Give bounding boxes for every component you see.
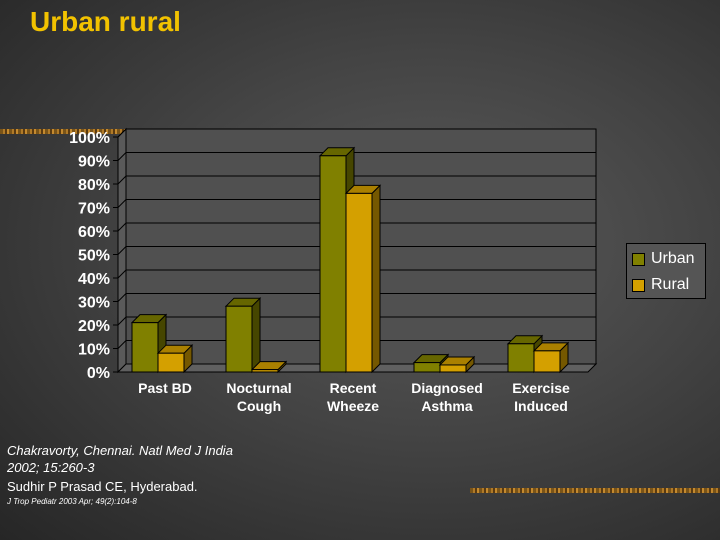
y-tick-label: 80% <box>78 177 110 194</box>
legend-label-urban: Urban <box>651 250 695 267</box>
gridline-side <box>117 152 127 161</box>
legend-swatch-urban <box>632 252 645 266</box>
y-tick-label: 30% <box>78 295 110 312</box>
bar-rural-0 <box>156 343 194 374</box>
y-tick-label: 40% <box>78 271 110 288</box>
gridline-side <box>117 269 127 279</box>
gridline-side <box>117 246 127 255</box>
x-tick-label: Recent <box>330 380 377 396</box>
x-tick-label: Asthma <box>421 398 473 414</box>
y-tick-label: 100% <box>69 130 110 147</box>
y-tick-label: 0% <box>87 365 110 382</box>
y-tick-label: 70% <box>78 201 110 218</box>
y-tick-label: 20% <box>78 318 110 335</box>
chart-title: Urban rural <box>30 6 181 37</box>
x-tick-label: Diagnosed <box>411 380 483 396</box>
bar-rural-1 <box>250 360 288 374</box>
x-tick-label: Cough <box>237 398 281 414</box>
y-tick-label: 10% <box>78 342 110 359</box>
source-citation-1: Chakravorty, Chennai. Natl Med J India 2… <box>7 443 233 475</box>
legend-swatch-rural <box>632 278 645 292</box>
legend-item-rural: Rural <box>632 276 689 294</box>
gridline-side <box>117 128 127 138</box>
gridline-side <box>117 340 127 349</box>
decorative-rule-bottom <box>470 488 720 493</box>
x-tick-label: Exercise <box>512 380 570 396</box>
x-tick-label: Nocturnal <box>226 380 291 396</box>
gridline-side <box>117 293 127 302</box>
legend-label-rural: Rural <box>651 276 690 293</box>
x-tick-label: Wheeze <box>327 398 379 414</box>
bar-rural-4 <box>532 341 570 374</box>
legend-item-urban: Urban <box>632 250 695 268</box>
x-tick-label: Induced <box>514 398 568 414</box>
x-tick-label: Past BD <box>138 380 192 396</box>
gridline-side <box>117 199 127 208</box>
source-citation-3: J Trop Pediatr 2003 Apr; 49(2):104-8 <box>7 497 137 506</box>
bar-urban-1 <box>224 296 262 374</box>
bar-rural-3 <box>438 355 476 374</box>
y-tick-label: 60% <box>78 224 110 241</box>
chart-legend: Urban Rural <box>626 243 706 299</box>
gridline-side <box>117 316 127 326</box>
gridline-side <box>117 175 127 185</box>
gridline-side <box>117 222 127 232</box>
source-citation-2: Sudhir P Prasad CE, Hyderabad. <box>7 479 198 494</box>
y-tick-label: 50% <box>78 248 110 265</box>
y-tick-label: 90% <box>78 154 110 171</box>
bar-rural-2 <box>344 184 382 374</box>
